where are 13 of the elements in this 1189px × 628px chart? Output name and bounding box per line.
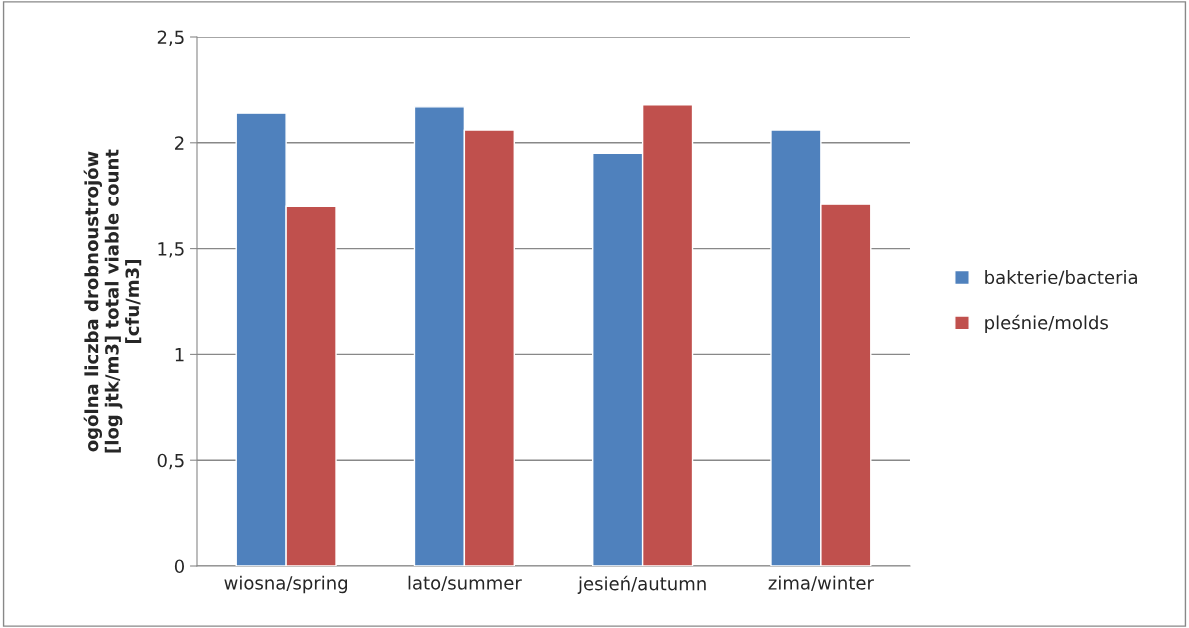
x-tick-label: jesień/autumn [577,575,706,594]
x-tick-label: zima/winter [768,575,874,592]
x-tick-label: wiosna/spring [224,575,348,594]
legend-label: pleśnie/molds [985,314,1108,333]
legend-label: bakterie/bacteria [985,270,1137,286]
y-tick-label: 0,5 [157,453,184,470]
y-axis-title: ogólna liczba drobnoustrojów [log jtk/m3] total viable count [cfu/m3] [83,149,142,453]
y-tick-label: 1 [175,348,184,362]
y-tick-label: 0 [174,559,184,574]
y-tick-label: 2,5 [157,30,184,46]
y-tick-label: 1,5 [158,242,184,258]
y-tick-label: 2 [175,136,184,150]
x-tick-label: lato/summer [408,575,522,592]
